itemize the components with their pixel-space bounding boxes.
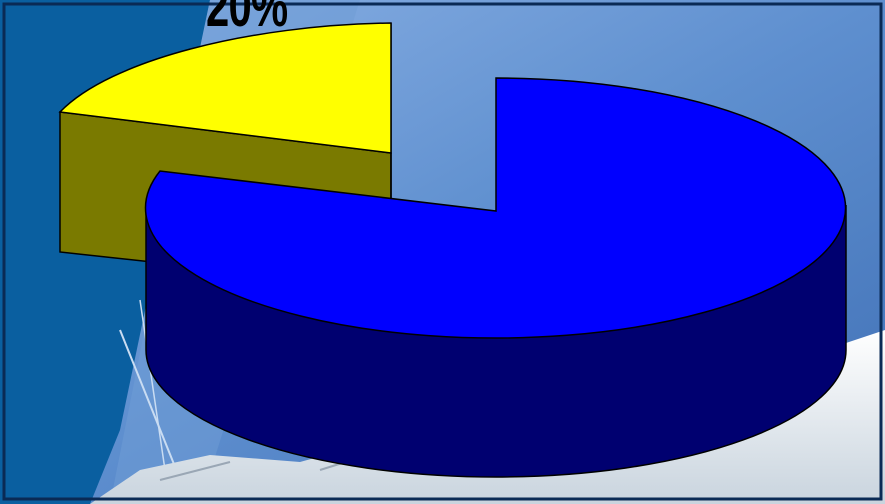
slice-20-top — [58, 22, 392, 154]
snowy-mountains — [90, 330, 885, 504]
slice-80-top — [144, 77, 847, 339]
slice-80-percent — [144, 77, 847, 478]
slice-label-20-percent: 20% — [206, 0, 288, 39]
